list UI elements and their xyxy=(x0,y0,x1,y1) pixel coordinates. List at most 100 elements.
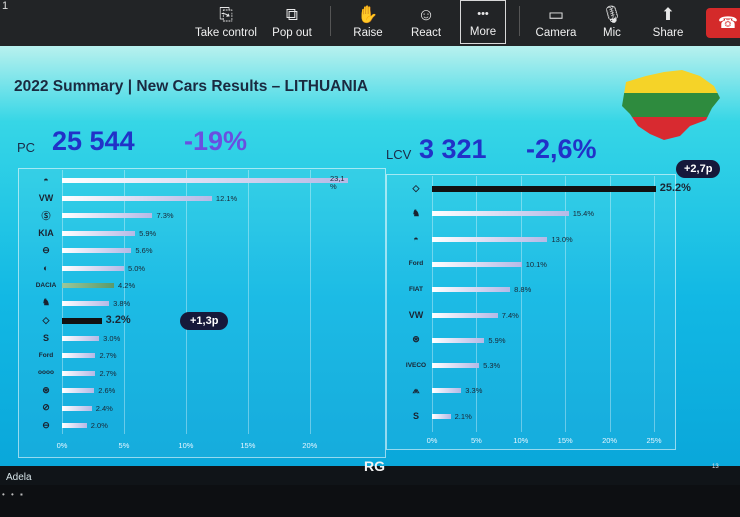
bar-audi xyxy=(62,370,96,376)
axis-tick-label: 20% xyxy=(602,436,618,445)
share-button[interactable]: ⬆ Share xyxy=(648,0,688,44)
toolbar-separator xyxy=(519,6,520,36)
fiat-logo-icon: FIAT xyxy=(409,285,423,293)
renault-logo-icon: ◇ xyxy=(412,182,420,193)
brand-logo-text: RG xyxy=(364,458,385,474)
gridline xyxy=(123,170,125,434)
presentation-slide: 2022 Summary | New Cars Results – LITHUA… xyxy=(0,46,740,466)
data-label-ford: 2.7% xyxy=(99,351,117,360)
data-label-opel: 2.4% xyxy=(95,403,113,413)
mercedes-benz-logo-icon: ⊛ xyxy=(42,384,50,395)
lcv-chart-panel xyxy=(386,174,676,450)
data-label-audi: 2.7% xyxy=(99,368,117,378)
leave-call-button[interactable]: ☎ xyxy=(706,8,740,38)
data-label-nissan: 5.6% xyxy=(135,246,153,255)
data-label-iveco: 5.3% xyxy=(483,361,501,371)
data-label-seat: 3.0% xyxy=(103,333,121,343)
react-icon: ☺ xyxy=(417,5,435,24)
axis-tick-label: 15% xyxy=(240,441,256,450)
bar-seat xyxy=(62,335,100,341)
data-label-peugeot: 3.8% xyxy=(113,298,131,308)
data-label-citroen: 3.3% xyxy=(465,386,483,396)
more-button[interactable]: ••• More xyxy=(460,0,506,44)
data-label-suzuki: 2.1% xyxy=(454,411,472,421)
pc-share-change-badge: +1,3p xyxy=(180,312,229,330)
meeting-bottom-bar xyxy=(0,485,740,517)
bar-nissan xyxy=(62,248,132,253)
bar-iveco xyxy=(432,363,480,369)
axis-tick-label: 10% xyxy=(513,436,529,445)
axis-tick-label: 5% xyxy=(118,441,130,450)
mercedes-benz-logo-icon: ⊛ xyxy=(412,334,420,345)
dacia-logo-icon: DACIA xyxy=(35,281,57,289)
raise-hand-button[interactable]: ✋ Raise xyxy=(348,0,388,44)
gridline xyxy=(185,170,187,434)
lcv-registrations: 3 321 xyxy=(419,134,487,164)
peugeot-logo-icon: ♞ xyxy=(41,297,51,307)
ford-logo-icon: Ford xyxy=(38,351,54,359)
react-label: React xyxy=(410,27,442,39)
bar-volkswagen xyxy=(62,195,212,201)
data-label-renault: 25.2% xyxy=(659,182,691,194)
seat-logo-icon: S xyxy=(42,332,49,343)
camera-button[interactable]: ▭ Camera xyxy=(534,0,578,44)
mic-button[interactable]: 🎙 Mic xyxy=(595,0,629,44)
presenter-name: Adela xyxy=(6,472,32,483)
axis-tick-label: 20% xyxy=(302,441,318,450)
axis-tick-label: 0% xyxy=(426,436,438,445)
data-label-volvo: 2.0% xyxy=(90,421,108,430)
camera-label: Camera xyxy=(535,27,577,39)
mic-label: Mic xyxy=(603,27,621,39)
data-label-mercedes-benz: 2.6% xyxy=(98,386,116,395)
take-control-button[interactable]: ⎘ Take control xyxy=(192,0,260,44)
slide-nav-dots[interactable]: • • ▪ xyxy=(2,490,25,499)
toyota-logo-icon: ◓ xyxy=(413,233,419,244)
renault-logo-icon: ◇ xyxy=(42,314,50,325)
data-label-kia: 5.9% xyxy=(139,228,157,238)
bar-skoda xyxy=(62,213,153,218)
gridline xyxy=(247,170,249,434)
more-icon: ••• xyxy=(477,8,489,20)
bar-ford xyxy=(432,261,522,267)
data-label-renault: 3.2% xyxy=(105,314,131,326)
bar-ford xyxy=(62,353,96,358)
data-label-toyota: 23,1 % xyxy=(330,174,345,191)
bar-toyota xyxy=(432,236,548,242)
axis-tick-label: 5% xyxy=(470,436,482,445)
pc-change: -19% xyxy=(184,126,248,156)
data-label-bmw: 5.0% xyxy=(127,263,146,273)
bar-citroen xyxy=(432,388,462,394)
nissan-logo-icon: ⊖ xyxy=(42,244,50,255)
phone-hangup-icon: ☎ xyxy=(718,15,738,32)
suzuki-logo-icon: S xyxy=(412,410,419,421)
gridline xyxy=(309,170,311,434)
pop-out-button[interactable]: ⧉ Pop out xyxy=(268,0,316,44)
bar-renault xyxy=(432,186,656,192)
data-label-skoda: 7.3% xyxy=(156,211,174,220)
slide-title: 2022 Summary | New Cars Results – LITHUA… xyxy=(14,78,369,95)
pop-out-label: Pop out xyxy=(272,27,312,39)
bar-mercedes-benz xyxy=(432,337,485,343)
bar-opel xyxy=(62,405,92,411)
data-label-ford: 10.1% xyxy=(525,259,547,269)
gridline xyxy=(654,176,655,432)
react-button[interactable]: ☺ React xyxy=(405,0,447,44)
toolbar-separator xyxy=(330,6,331,36)
iveco-logo-icon: IVECO xyxy=(405,361,427,369)
gridline xyxy=(609,176,611,432)
volkswagen-logo-icon: VW xyxy=(38,192,54,203)
axis-tick-label: 25% xyxy=(646,436,662,445)
bar-volvo xyxy=(62,423,87,428)
bar-volkswagen xyxy=(432,312,498,318)
bar-peugeot xyxy=(432,211,569,217)
kia-logo-icon: KIA xyxy=(38,227,54,238)
share-icon: ⬆ xyxy=(660,5,676,24)
pc-label: PC xyxy=(17,140,36,155)
bar-mercedes-benz xyxy=(62,388,95,393)
data-label-volkswagen: 7.4% xyxy=(501,310,519,320)
audi-logo-icon: oooo xyxy=(38,369,54,376)
gridline xyxy=(432,176,433,432)
data-label-peugeot: 15.4% xyxy=(572,209,595,219)
bar-toyota xyxy=(62,178,349,183)
